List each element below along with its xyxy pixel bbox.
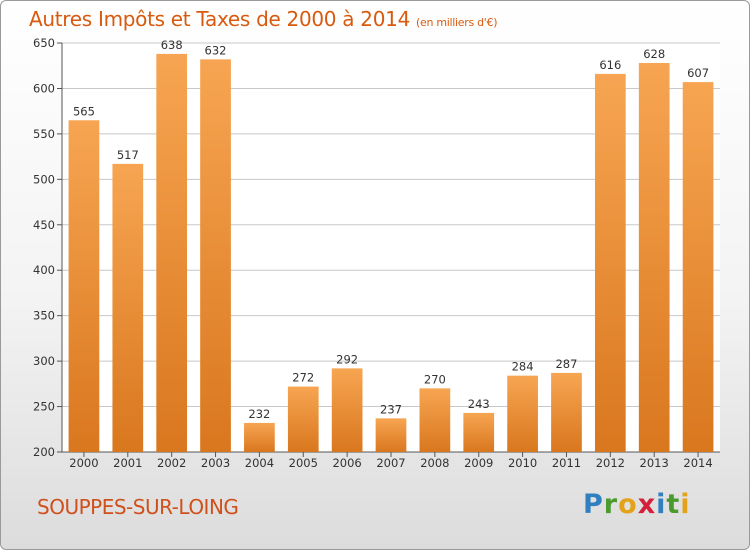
data-label: 237 bbox=[380, 402, 402, 416]
y-tick-label: 200 bbox=[33, 445, 55, 459]
chart-subtitle: (en milliers d'€) bbox=[416, 16, 498, 29]
bar bbox=[287, 386, 319, 452]
data-label: 284 bbox=[512, 360, 534, 374]
data-label: 232 bbox=[248, 407, 270, 421]
logo-letter: i bbox=[656, 489, 667, 520]
bar bbox=[638, 62, 670, 453]
y-tick-label: 650 bbox=[33, 36, 55, 50]
y-tick-label: 400 bbox=[33, 263, 55, 277]
bar bbox=[551, 372, 582, 452]
bar bbox=[200, 59, 231, 453]
logo-letter: i bbox=[680, 489, 691, 520]
logo-letter: P bbox=[583, 489, 604, 520]
y-tick-label: 600 bbox=[33, 81, 55, 95]
data-label: 517 bbox=[117, 148, 139, 162]
bar bbox=[419, 388, 451, 452]
x-tick-label: 2004 bbox=[245, 456, 274, 470]
x-tick-label: 2007 bbox=[376, 456, 405, 470]
bar bbox=[112, 163, 144, 453]
data-label: 272 bbox=[292, 371, 314, 385]
y-tick-label: 450 bbox=[33, 218, 55, 232]
chart-title-text: Autres Impôts et Taxes de 2000 à 2014 bbox=[29, 7, 410, 31]
y-tick-label: 350 bbox=[33, 309, 55, 323]
x-tick-label: 2009 bbox=[464, 456, 493, 470]
x-tick-label: 2011 bbox=[552, 456, 581, 470]
data-label: 607 bbox=[687, 66, 709, 80]
data-label: 292 bbox=[336, 352, 358, 366]
bar bbox=[463, 412, 495, 452]
logo-letter: x bbox=[637, 489, 657, 520]
bar bbox=[68, 120, 100, 452]
data-label: 638 bbox=[161, 38, 183, 52]
commune-name: SOUPPES-SUR-LOING bbox=[37, 495, 239, 519]
x-tick-label: 2002 bbox=[157, 456, 186, 470]
x-tick-label: 2012 bbox=[596, 456, 625, 470]
x-tick-label: 2000 bbox=[69, 456, 98, 470]
x-tick-label: 2003 bbox=[201, 456, 230, 470]
proxiti-logo: Proxiti bbox=[583, 489, 691, 520]
bar bbox=[375, 418, 407, 452]
y-tick-label: 500 bbox=[33, 172, 55, 186]
bar bbox=[156, 53, 188, 452]
x-tick-label: 2008 bbox=[420, 456, 449, 470]
data-label: 628 bbox=[643, 47, 665, 61]
data-label: 565 bbox=[73, 104, 95, 118]
data-label: 243 bbox=[468, 397, 490, 411]
x-tick-label: 2010 bbox=[508, 456, 537, 470]
data-label: 287 bbox=[555, 357, 577, 371]
bar bbox=[507, 375, 538, 452]
x-tick-label: 2006 bbox=[332, 456, 361, 470]
bar bbox=[244, 422, 275, 452]
logo-letter: t bbox=[666, 489, 681, 520]
chart-title: Autres Impôts et Taxes de 2000 à 2014 (en… bbox=[29, 7, 497, 31]
x-tick-label: 2005 bbox=[289, 456, 318, 470]
x-tick-label: 2013 bbox=[640, 456, 669, 470]
y-tick-label: 550 bbox=[33, 127, 55, 141]
data-label: 632 bbox=[205, 43, 227, 57]
logo-letter: o bbox=[618, 489, 638, 520]
x-tick-label: 2014 bbox=[683, 456, 712, 470]
bar bbox=[682, 82, 714, 453]
data-label: 270 bbox=[424, 372, 446, 386]
x-tick-label: 2001 bbox=[113, 456, 142, 470]
bar bbox=[331, 368, 363, 452]
y-tick-label: 250 bbox=[33, 400, 55, 414]
y-tick-label: 300 bbox=[33, 354, 55, 368]
data-label: 616 bbox=[599, 58, 621, 72]
bar bbox=[594, 73, 626, 452]
logo-letter: r bbox=[603, 489, 619, 520]
